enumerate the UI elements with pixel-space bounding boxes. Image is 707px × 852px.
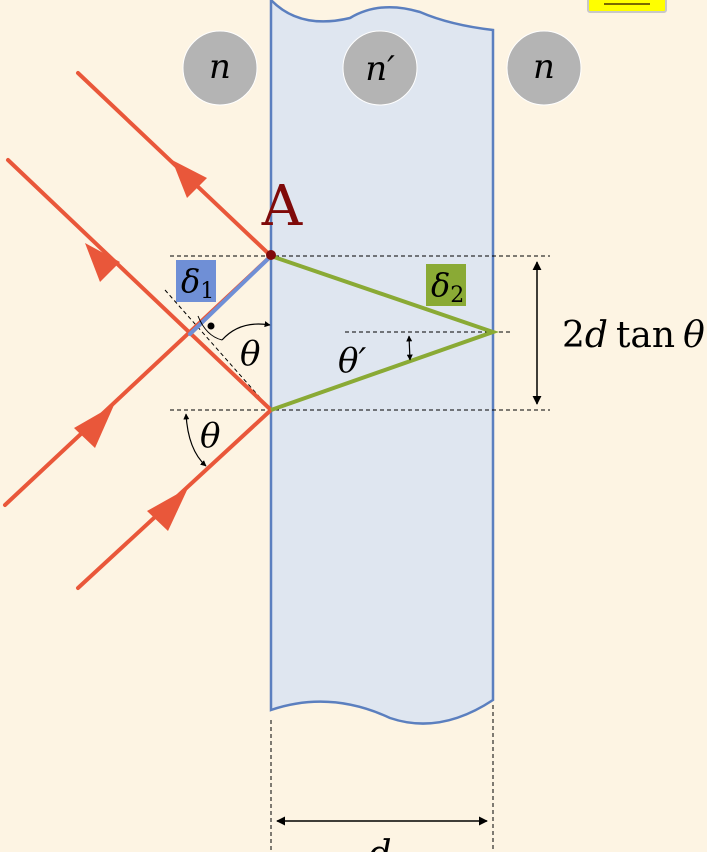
offset-label: 2d tan θ [562,315,705,356]
delta1-subscript: 1 [200,279,214,304]
light-rays [3,71,273,590]
theta-prime-label: θ′ [338,341,366,381]
medium-slab: n′ [342,30,418,106]
theta-label-upper: θ [240,334,260,374]
offset-number: 2 [562,315,585,356]
medium-left-label: n [209,47,231,87]
offset-var: d [585,315,608,356]
right-angle-mark [197,315,223,341]
film-slab [269,0,495,725]
point-a-label: A [261,174,303,239]
theta-arc-lower [183,413,207,467]
delta1-badge: δ1 [176,260,216,304]
refracted-path [270,254,500,412]
delta1-symbol: δ [181,262,200,300]
delta2-subscript: 2 [450,283,464,308]
delta2-symbol: δ [431,266,450,304]
medium-right-label: n [533,47,555,87]
offset-func: tan [616,315,675,356]
svg-text:δ2: δ2 [431,266,464,308]
ray-arrowheads [74,160,207,531]
medium-right: n [506,30,582,106]
arrowhead-2 [85,243,120,282]
guide-lines [164,255,550,852]
arrowhead-1 [172,160,207,198]
corner-icon[interactable] [587,0,667,13]
delta1-path [188,254,273,336]
point-a [266,250,276,260]
theta-label-lower: θ [200,416,220,456]
theta-prime-arc [406,335,413,361]
theta-arc-upper [221,321,271,341]
thickness-label: d [368,834,391,852]
arrowhead-3 [74,405,114,448]
delta2-badge: δ2 [426,264,466,308]
medium-slab-label: n′ [365,49,395,89]
medium-left: n [182,30,258,106]
arrowhead-4 [147,488,188,531]
svg-text:δ1: δ1 [181,262,214,304]
ray-reflected-inner [6,158,273,412]
offset-angle: θ [683,315,705,356]
right-angle-dot [207,322,215,330]
